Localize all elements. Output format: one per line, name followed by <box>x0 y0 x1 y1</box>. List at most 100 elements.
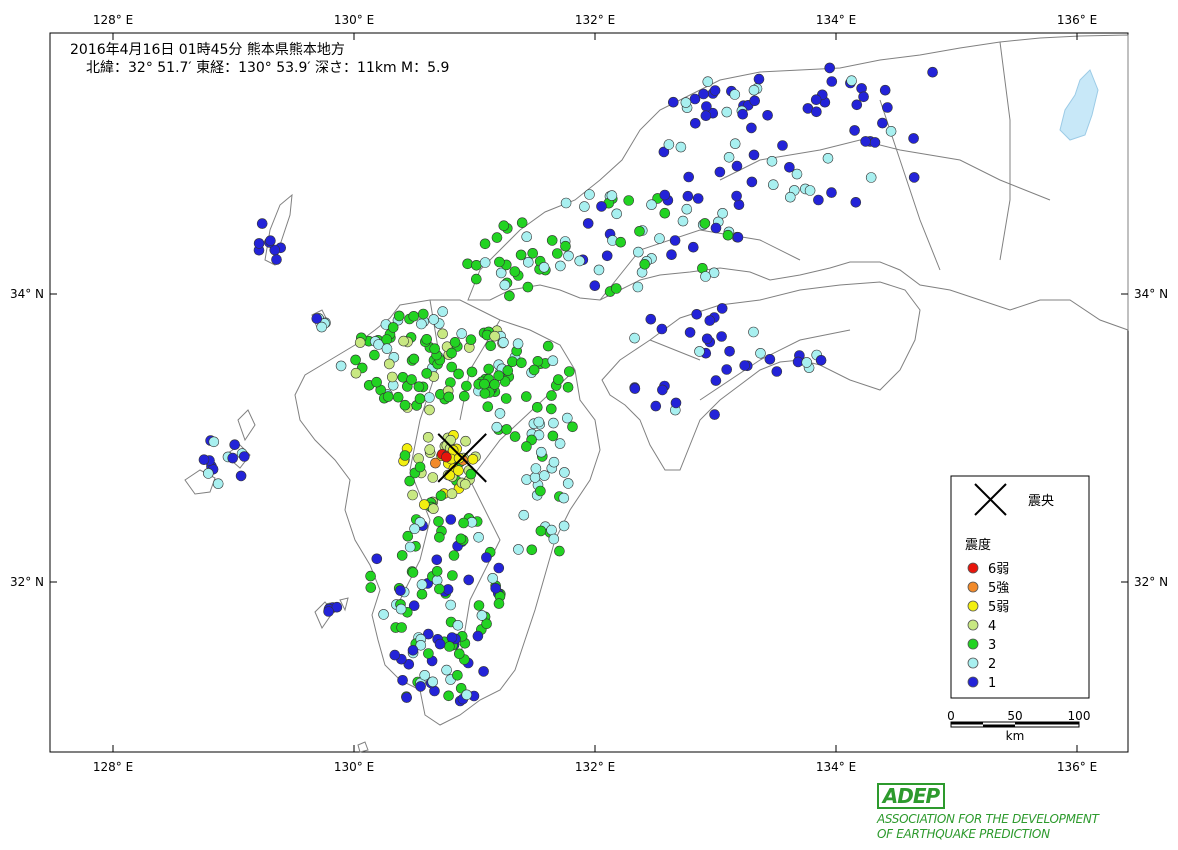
station-dot <box>435 490 447 502</box>
station-dot <box>227 452 238 464</box>
legend-swatch <box>967 657 979 669</box>
station-dot <box>554 438 566 449</box>
station-dot <box>482 401 494 413</box>
station-dot <box>427 676 439 688</box>
station-dot <box>383 358 395 370</box>
station-dot <box>526 544 538 556</box>
station-dot <box>494 408 506 419</box>
station-dot <box>448 550 460 561</box>
legend-swatch <box>967 562 979 574</box>
lake-biwa <box>1059 69 1099 141</box>
station-dot <box>710 375 722 386</box>
station-dot <box>702 76 714 87</box>
scale-tick-50: 50 <box>1007 709 1022 723</box>
station-dot <box>860 136 871 147</box>
station-dot <box>373 339 384 350</box>
legend-epicenter-label: 震央 <box>1028 494 1054 509</box>
station-dot <box>691 308 703 320</box>
station-dot <box>748 326 759 338</box>
station-dot <box>481 552 492 563</box>
station-dot <box>417 308 429 320</box>
station-dot <box>453 452 465 464</box>
station-dot <box>522 256 534 268</box>
station-dot <box>437 306 449 317</box>
station-dot <box>554 545 565 557</box>
station-dot <box>535 446 547 458</box>
station-dot <box>444 469 456 481</box>
station-dot <box>849 125 860 136</box>
station-dot <box>421 368 433 379</box>
station-dot <box>538 261 550 273</box>
station-dot <box>473 600 485 611</box>
station-dot <box>446 361 458 373</box>
station-dot <box>407 644 419 656</box>
station-dot <box>659 189 671 201</box>
station-dot <box>407 567 419 578</box>
station-dot <box>490 582 502 594</box>
station-dot <box>387 322 399 333</box>
station-dot <box>429 343 441 355</box>
station-dot <box>882 102 893 113</box>
station-dot <box>753 73 765 85</box>
station-dot <box>229 439 240 451</box>
station-dot <box>533 429 545 441</box>
station-dot <box>428 314 440 325</box>
station-dot <box>528 364 540 376</box>
station-dot <box>512 338 524 350</box>
station-dot <box>509 431 521 442</box>
legend-swatch <box>967 600 979 612</box>
station-dot <box>365 582 377 593</box>
station-dot <box>311 313 323 324</box>
station-dot <box>680 97 692 108</box>
station-dot <box>748 84 760 96</box>
station-dot <box>424 444 436 455</box>
station-dot <box>447 570 458 581</box>
station-dot <box>559 467 570 478</box>
station-dot <box>567 421 578 433</box>
station-dot <box>850 197 862 208</box>
adep-logo-line2: OF EARTHQUAKE PREDICTION <box>877 827 1050 841</box>
station-dot <box>461 689 473 701</box>
station-dot <box>493 562 505 574</box>
legend-item-label: 6弱 <box>988 562 1009 577</box>
station-dot <box>491 421 503 433</box>
quake-info-line1: 2016年4月16日 01時45分 熊本県熊本地方 <box>70 42 345 58</box>
station-dot <box>731 160 743 172</box>
station-dot <box>256 218 268 229</box>
shikoku-outline <box>601 281 921 471</box>
station-dot <box>444 641 455 652</box>
station-dot <box>350 367 362 379</box>
station-dot <box>724 345 735 357</box>
station-dot <box>427 472 439 483</box>
station-dot <box>810 94 822 105</box>
station-dot <box>371 376 382 388</box>
station-dot <box>716 303 728 314</box>
station-dot <box>414 393 426 405</box>
station-dot <box>521 231 533 242</box>
lon-tick-label-top-134: 134° E <box>816 13 856 27</box>
lat-tick-label-right-32: 32° N <box>1134 575 1168 589</box>
station-dot <box>522 281 534 293</box>
station-dot <box>271 254 282 265</box>
station-dot <box>452 669 463 681</box>
station-dot <box>493 370 505 382</box>
station-dot <box>908 133 919 144</box>
station-dot <box>539 470 550 481</box>
station-dot <box>667 96 679 108</box>
station-dot <box>449 336 461 348</box>
station-dot <box>596 201 607 212</box>
station-dot <box>632 281 644 293</box>
station-dot <box>458 517 469 529</box>
station-dot <box>513 544 524 555</box>
station-dot <box>535 485 546 497</box>
station-dot <box>392 391 404 403</box>
legend-item-label: 4 <box>988 619 996 634</box>
station-dot <box>507 356 518 368</box>
station-dot <box>546 235 558 246</box>
station-dot <box>879 84 891 96</box>
station-dot <box>739 360 751 371</box>
station-dot <box>533 416 545 428</box>
station-dot <box>748 149 760 161</box>
station-dot <box>593 264 605 276</box>
station-dot <box>826 76 838 87</box>
